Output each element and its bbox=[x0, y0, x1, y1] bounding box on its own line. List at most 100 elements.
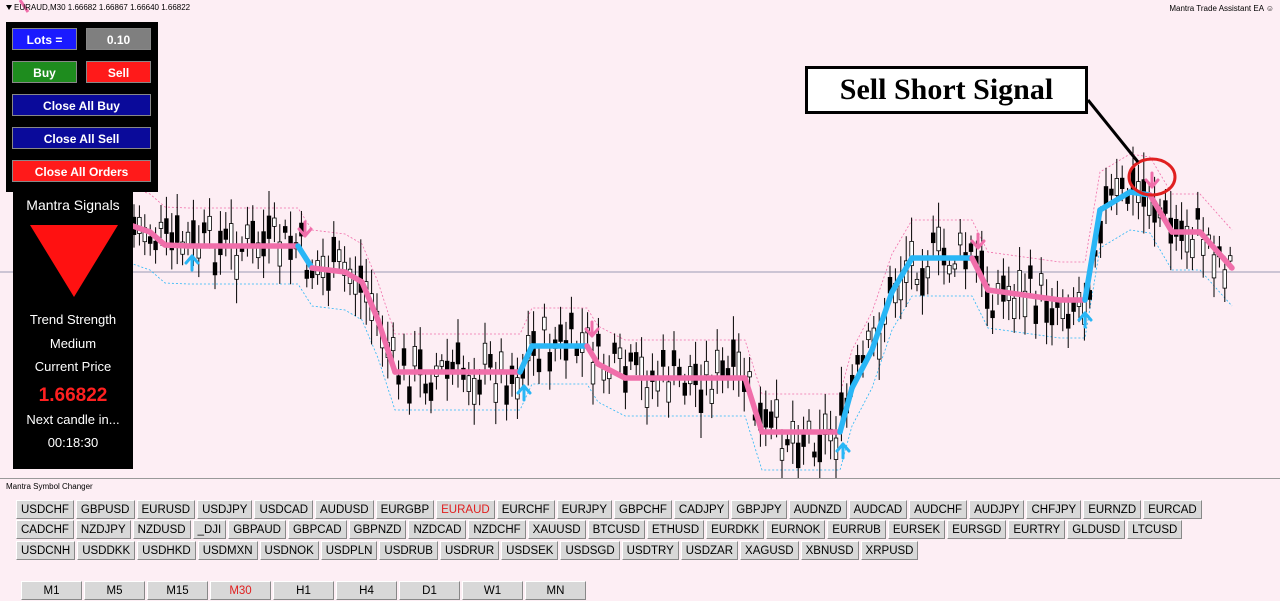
timeframe-button-h4[interactable]: H4 bbox=[336, 581, 397, 600]
symbol-button-xagusd[interactable]: XAGUSD bbox=[740, 541, 799, 560]
symbol-button-audchf[interactable]: AUDCHF bbox=[909, 500, 968, 519]
candle-body bbox=[396, 375, 401, 385]
timeframe-button-m1[interactable]: M1 bbox=[21, 581, 82, 600]
close-all-sell-button[interactable]: Close All Sell bbox=[12, 127, 151, 149]
symbol-button-gbpusd[interactable]: GBPUSD bbox=[75, 500, 135, 519]
buy-button[interactable]: Buy bbox=[12, 61, 77, 83]
close-all-buy-button[interactable]: Close All Buy bbox=[12, 94, 151, 116]
symbol-button-nzdjpy[interactable]: NZDJPY bbox=[75, 520, 131, 539]
timeframe-button-m5[interactable]: M5 bbox=[84, 581, 145, 600]
candle-body bbox=[455, 342, 461, 365]
symbol-button-gbpchf[interactable]: GBPCHF bbox=[614, 500, 672, 519]
symbol-button-usdsek[interactable]: USDSEK bbox=[501, 541, 559, 560]
symbol-button-audjpy[interactable]: AUDJPY bbox=[969, 500, 1025, 519]
symbol-button-usdjpy[interactable]: USDJPY bbox=[197, 500, 253, 519]
symbol-button-gbpjpy[interactable]: GBPJPY bbox=[731, 500, 787, 519]
candle-body bbox=[747, 371, 752, 378]
symbol-button-gbpnzd[interactable]: GBPNZD bbox=[348, 520, 407, 539]
callout-pointer-line bbox=[1086, 99, 1140, 163]
symbol-button-eurgbp[interactable]: EURGBP bbox=[375, 500, 435, 519]
symbol-button-ethusd[interactable]: ETHUSD bbox=[646, 520, 705, 539]
price-chart[interactable]: EURAUD,M30 1.66682 1.66867 1.66640 1.668… bbox=[0, 0, 1280, 478]
timeframe-button-mn[interactable]: MN bbox=[525, 581, 586, 600]
timeframe-button-d1[interactable]: D1 bbox=[399, 581, 460, 600]
symbol-button-nzdusd[interactable]: NZDUSD bbox=[132, 520, 191, 539]
symbol-button-eursek[interactable]: EURSEK bbox=[887, 520, 946, 539]
symbol-button-audusd[interactable]: AUDUSD bbox=[315, 500, 374, 519]
symbol-button-chfjpy[interactable]: CHFJPY bbox=[1026, 500, 1082, 519]
candle-body bbox=[412, 346, 417, 367]
symbol-button-usdhkd[interactable]: USDHKD bbox=[137, 541, 196, 560]
symbol-button-usdzar[interactable]: USDZAR bbox=[680, 541, 739, 560]
sell-button[interactable]: Sell bbox=[86, 61, 151, 83]
trend-line-segment bbox=[517, 343, 535, 375]
candle-body bbox=[779, 448, 785, 461]
symbol-button-eurusd[interactable]: EURUSD bbox=[136, 500, 196, 519]
symbol-button-eurtry[interactable]: EURTRY bbox=[1008, 520, 1066, 539]
down-triangle-icon bbox=[30, 225, 118, 297]
trend-line-segment bbox=[742, 375, 765, 435]
symbol-row: CADCHF NZDJPY NZDUSD _DJI GBPAUD GBPCAD GBPNZD… bbox=[16, 520, 1184, 539]
timeframe-button-m30[interactable]: M30 bbox=[210, 581, 271, 600]
candle-body bbox=[569, 312, 574, 330]
symbol-button-usddkk[interactable]: USDDKK bbox=[77, 541, 136, 560]
dropdown-triangle-icon[interactable] bbox=[6, 5, 12, 11]
candle-body bbox=[282, 226, 288, 233]
symbol-button-audnzd[interactable]: AUDNZD bbox=[788, 500, 847, 519]
symbol-button-usdchf[interactable]: USDCHF bbox=[16, 500, 74, 519]
symbol-button-btcusd[interactable]: BTCUSD bbox=[587, 520, 645, 539]
candle-body bbox=[1120, 177, 1125, 190]
candle-body bbox=[590, 362, 596, 385]
symbol-button-usdrub[interactable]: USDRUB bbox=[379, 541, 438, 560]
symbol-button-dji[interactable]: _DJI bbox=[192, 520, 227, 539]
symbol-button-nzdcad[interactable]: NZDCAD bbox=[408, 520, 467, 539]
candle-body bbox=[1109, 188, 1114, 196]
symbol-button-usdnok[interactable]: USDNOK bbox=[259, 541, 319, 560]
signals-panel: Mantra Signals Trend Strength Medium Cur… bbox=[13, 192, 133, 469]
chart-canvas[interactable] bbox=[0, 0, 1280, 478]
candle-body bbox=[401, 348, 407, 366]
symbol-button-eurcad[interactable]: EURCAD bbox=[1143, 500, 1202, 519]
candle-body bbox=[515, 377, 520, 400]
candle-body bbox=[644, 387, 650, 408]
symbol-button-eurrub[interactable]: EURRUB bbox=[827, 520, 886, 539]
candle-body bbox=[234, 254, 239, 280]
symbol-button-eurnok[interactable]: EURNOK bbox=[766, 520, 826, 539]
symbol-button-usdmxn[interactable]: USDMXN bbox=[197, 541, 258, 560]
symbol-button-eurchf[interactable]: EURCHF bbox=[496, 500, 555, 519]
symbol-button-gldusd[interactable]: GLDUSD bbox=[1067, 520, 1126, 539]
symbol-button-eurjpy[interactable]: EURJPY bbox=[556, 500, 612, 519]
symbol-row: USDCHF GBPUSD EURUSD USDJPY USDCAD AUDUSD EURG… bbox=[16, 500, 1204, 519]
candle-body bbox=[920, 268, 925, 296]
symbol-button-euraud[interactable]: EURAUD bbox=[436, 500, 495, 519]
candle-body bbox=[509, 365, 515, 384]
timeframe-button-h1[interactable]: H1 bbox=[273, 581, 334, 600]
close-all-orders-button[interactable]: Close All Orders bbox=[12, 160, 151, 182]
symbol-button-gbpcad[interactable]: GBPCAD bbox=[287, 520, 347, 539]
lots-value-input[interactable]: 0.10 bbox=[86, 28, 151, 50]
symbol-button-nzdchf[interactable]: NZDCHF bbox=[468, 520, 526, 539]
symbol-button-audcad[interactable]: AUDCAD bbox=[848, 500, 908, 519]
candle-body bbox=[1028, 265, 1033, 279]
symbol-button-usdsgd[interactable]: USDSGD bbox=[560, 541, 620, 560]
symbol-button-ltcusd[interactable]: LTCUSD bbox=[1127, 520, 1183, 539]
timeframe-button-m15[interactable]: M15 bbox=[147, 581, 208, 600]
symbol-button-usdpln[interactable]: USDPLN bbox=[320, 541, 378, 560]
symbol-button-xauusd[interactable]: XAUUSD bbox=[527, 520, 586, 539]
symbol-button-gbpaud[interactable]: GBPAUD bbox=[228, 520, 286, 539]
down-arrow-shape bbox=[297, 220, 313, 238]
candle-body bbox=[990, 310, 995, 319]
symbol-button-xrpusd[interactable]: XRPUSD bbox=[860, 541, 919, 560]
symbol-button-eurnzd[interactable]: EURNZD bbox=[1083, 500, 1142, 519]
symbol-button-cadjpy[interactable]: CADJPY bbox=[673, 500, 730, 519]
symbol-button-eurdkk[interactable]: EURDKK bbox=[706, 520, 765, 539]
symbol-button-usdtry[interactable]: USDTRY bbox=[621, 541, 679, 560]
symbol-button-xbnusd[interactable]: XBNUSD bbox=[800, 541, 859, 560]
symbol-button-cadchf[interactable]: CADCHF bbox=[16, 520, 74, 539]
symbol-button-eursgd[interactable]: EURSGD bbox=[947, 520, 1007, 539]
symbol-button-usdcnh[interactable]: USDCNH bbox=[16, 541, 76, 560]
timeframe-button-w1[interactable]: W1 bbox=[462, 581, 523, 600]
symbol-button-usdcad[interactable]: USDCAD bbox=[254, 500, 313, 519]
symbol-button-usdrur[interactable]: USDRUR bbox=[439, 541, 500, 560]
candle-body bbox=[536, 358, 542, 373]
